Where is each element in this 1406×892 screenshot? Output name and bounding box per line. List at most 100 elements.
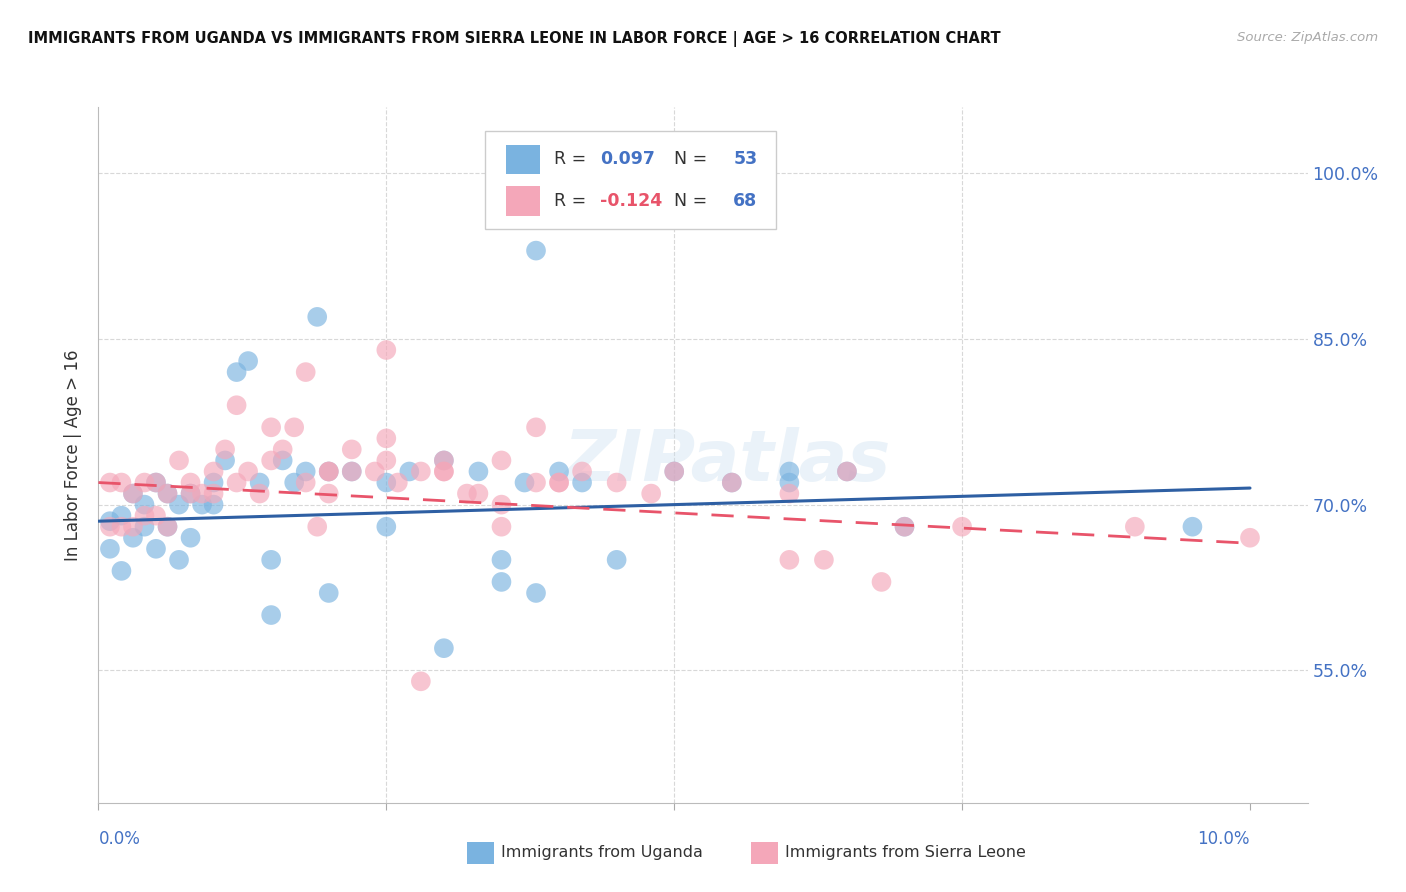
Point	[225, 365, 247, 379]
Point	[491, 453, 513, 467]
Point	[98, 475, 121, 490]
Point	[156, 519, 179, 533]
Point	[134, 498, 156, 512]
Point	[571, 465, 593, 479]
Point	[340, 465, 363, 479]
Point	[409, 465, 432, 479]
Point	[307, 519, 329, 533]
Point	[214, 442, 236, 457]
Text: 53: 53	[734, 150, 758, 169]
Point	[318, 465, 340, 479]
Point	[180, 486, 202, 500]
Point	[249, 486, 271, 500]
Point	[145, 541, 167, 556]
Point	[813, 553, 835, 567]
FancyBboxPatch shape	[485, 131, 776, 229]
Point	[720, 475, 742, 490]
Bar	[751, 842, 778, 864]
Point	[122, 486, 145, 500]
Point	[1239, 531, 1261, 545]
Text: Immigrants from Sierra Leone: Immigrants from Sierra Leone	[785, 846, 1026, 861]
Point	[202, 475, 225, 490]
Point	[156, 486, 179, 500]
Point	[260, 608, 283, 623]
Point	[294, 475, 316, 490]
Point	[778, 553, 800, 567]
Y-axis label: In Labor Force | Age > 16: In Labor Force | Age > 16	[65, 349, 83, 561]
Point	[640, 486, 662, 500]
Point	[606, 553, 628, 567]
Point	[225, 475, 247, 490]
Point	[571, 475, 593, 490]
Point	[225, 398, 247, 412]
Point	[664, 465, 686, 479]
Point	[145, 508, 167, 523]
Point	[548, 465, 571, 479]
Point	[167, 498, 190, 512]
Point	[664, 465, 686, 479]
Point	[835, 465, 858, 479]
Point	[260, 553, 283, 567]
Point	[260, 420, 283, 434]
Point	[491, 519, 513, 533]
Point	[134, 508, 156, 523]
Point	[122, 486, 145, 500]
Point	[950, 519, 973, 533]
Point	[778, 475, 800, 490]
Text: N =: N =	[664, 150, 713, 169]
Point	[606, 475, 628, 490]
Point	[456, 486, 478, 500]
Point	[156, 486, 179, 500]
Point	[524, 420, 547, 434]
Point	[893, 519, 915, 533]
Point	[202, 498, 225, 512]
Point	[98, 541, 121, 556]
Point	[548, 475, 571, 490]
Text: IMMIGRANTS FROM UGANDA VS IMMIGRANTS FROM SIERRA LEONE IN LABOR FORCE | AGE > 16: IMMIGRANTS FROM UGANDA VS IMMIGRANTS FRO…	[28, 31, 1001, 47]
Point	[110, 475, 132, 490]
Point	[433, 465, 456, 479]
Point	[433, 453, 456, 467]
Point	[375, 519, 398, 533]
Point	[340, 465, 363, 479]
Point	[283, 420, 305, 434]
Point	[318, 586, 340, 600]
Point	[433, 641, 456, 656]
Point	[191, 486, 214, 500]
Point	[156, 519, 179, 533]
Point	[294, 465, 316, 479]
Text: Immigrants from Uganda: Immigrants from Uganda	[501, 846, 703, 861]
Bar	[467, 842, 494, 864]
Point	[375, 431, 398, 445]
Point	[433, 453, 456, 467]
Point	[409, 674, 432, 689]
Text: 68: 68	[734, 192, 758, 210]
Point	[467, 465, 489, 479]
Text: ZIPatlas: ZIPatlas	[564, 427, 891, 496]
Point	[318, 465, 340, 479]
Point	[375, 453, 398, 467]
Point	[1123, 519, 1146, 533]
Point	[236, 354, 259, 368]
Point	[122, 519, 145, 533]
Text: 0.097: 0.097	[600, 150, 655, 169]
Point	[364, 465, 387, 479]
Point	[145, 475, 167, 490]
Point	[122, 531, 145, 545]
Point	[318, 486, 340, 500]
Point	[375, 475, 398, 490]
Point	[1181, 519, 1204, 533]
Point	[249, 475, 271, 490]
Point	[134, 519, 156, 533]
Point	[236, 465, 259, 479]
Point	[433, 465, 456, 479]
Point	[98, 519, 121, 533]
Point	[524, 244, 547, 258]
Point	[375, 343, 398, 357]
Point	[110, 564, 132, 578]
Point	[191, 498, 214, 512]
Point	[167, 553, 190, 567]
Point	[524, 586, 547, 600]
Point	[513, 475, 536, 490]
Point	[340, 442, 363, 457]
